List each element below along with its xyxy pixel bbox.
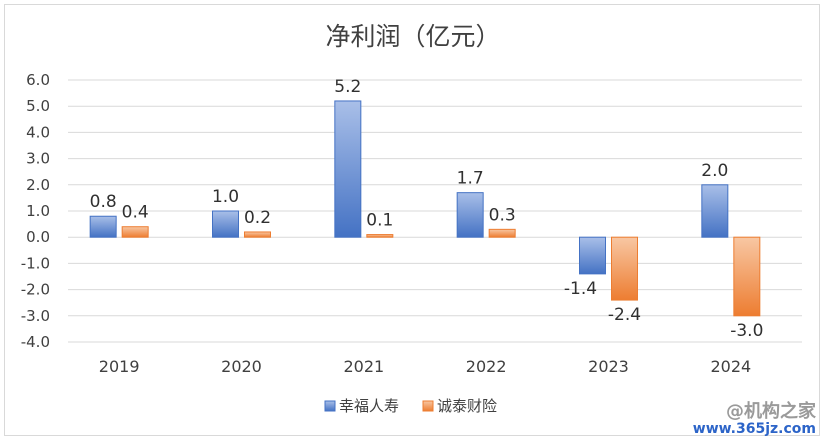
y-tick-label: 5.0 <box>26 97 50 115</box>
bar-series1 <box>89 215 117 238</box>
data-label: 1.7 <box>457 169 484 189</box>
data-label: 1.0 <box>212 187 239 207</box>
y-tick-label: 1.0 <box>26 202 50 220</box>
bar-series2 <box>733 236 761 317</box>
data-label: 0.8 <box>90 192 117 212</box>
bar-series2 <box>121 226 149 238</box>
y-tick-label: 2.0 <box>26 176 50 194</box>
x-tick-label: 2019 <box>99 357 140 376</box>
bar-series1 <box>701 184 729 238</box>
data-label: -3.0 <box>730 321 763 341</box>
y-tick-label: -4.0 <box>21 333 50 351</box>
x-tick-label: 2020 <box>221 357 262 376</box>
bar-series1 <box>579 236 606 275</box>
legend-label: 诚泰财险 <box>437 397 497 415</box>
legend-swatch <box>324 400 336 412</box>
bar-series2 <box>244 231 271 238</box>
y-tick-label: 4.0 <box>26 123 50 141</box>
x-tick-label: 2023 <box>588 357 629 376</box>
bar-series2 <box>366 234 394 238</box>
y-tick-label: 6.0 <box>26 71 50 89</box>
legend-label: 幸福人寿 <box>339 397 399 415</box>
y-tick-label: 0.0 <box>26 228 50 246</box>
data-label: 0.4 <box>122 203 149 223</box>
data-label: -2.4 <box>608 305 641 325</box>
bar-series2 <box>488 228 516 238</box>
data-label: 0.2 <box>244 208 271 228</box>
watermark-line2: www.365jz.com <box>692 420 816 437</box>
watermark: @机构之家 www.365jz.com <box>693 402 816 437</box>
y-tick-label: -1.0 <box>21 254 50 272</box>
data-label: 2.0 <box>701 161 728 181</box>
x-tick-label: 2022 <box>466 357 507 376</box>
y-tick-label: 3.0 <box>26 150 50 168</box>
watermark-line1: @机构之家 <box>726 400 816 422</box>
bar-series1 <box>456 192 484 238</box>
legend-swatch <box>422 400 434 412</box>
y-tick-label: -2.0 <box>21 281 50 299</box>
data-label: -1.4 <box>564 279 597 299</box>
y-tick-label: -3.0 <box>21 307 50 325</box>
bar-series1 <box>334 100 362 238</box>
x-tick-label: 2021 <box>343 357 384 376</box>
data-label: 0.1 <box>366 211 393 231</box>
bar-series1 <box>212 210 239 238</box>
bar-series2 <box>611 236 638 301</box>
data-label: 0.3 <box>489 205 516 225</box>
chart-title: 净利润（亿元） <box>325 22 500 51</box>
chart-frame <box>4 4 820 436</box>
data-label: 5.2 <box>334 77 361 97</box>
x-tick-label: 2024 <box>710 357 751 376</box>
